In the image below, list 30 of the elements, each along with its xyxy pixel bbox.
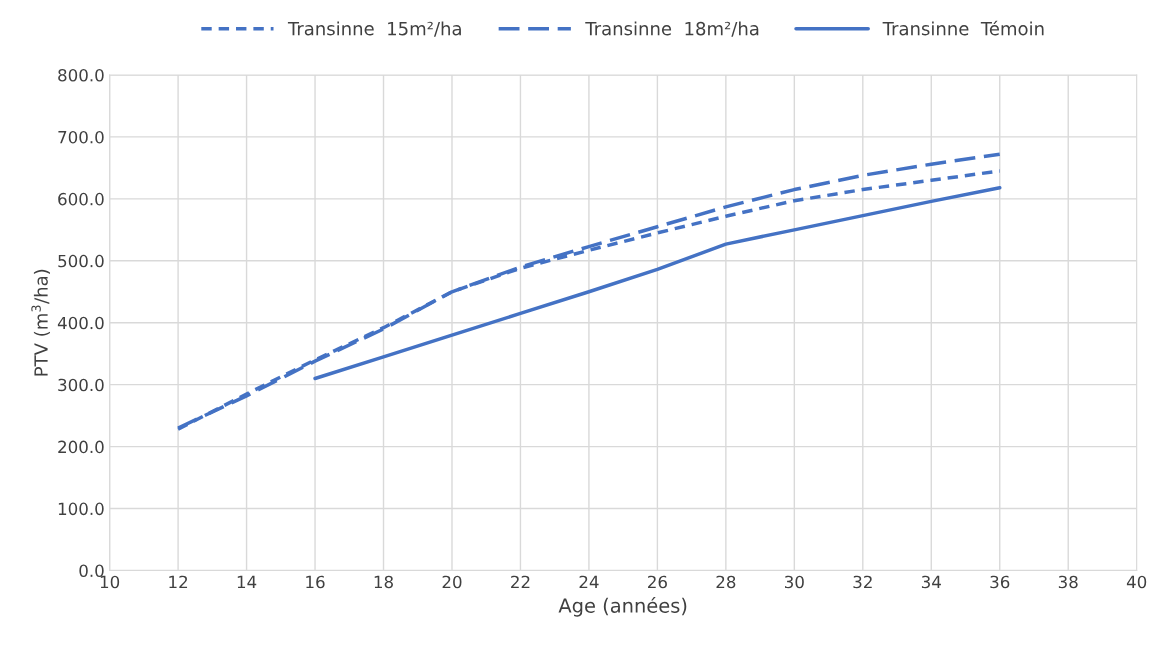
x-tick-label: 28 [716,575,736,589]
x-tick-label: 18 [374,575,393,589]
x-tick-label: 10 [100,575,120,589]
x-tick-label: 20 [442,575,462,589]
y-tick-label: 800.0 [58,68,104,82]
y-tick-label: 700.0 [58,130,104,144]
y-tick-label: 0.0 [79,564,104,578]
x-tick-label: 26 [648,575,667,589]
y-axis-title: PTV (m$^{3}$/ha) [31,269,50,376]
x-tick-label: 34 [921,575,941,589]
x-tick-label: 32 [853,575,872,589]
legend-label: Transinne 18m²/ha [585,21,759,37]
legend-label: Transinne 15m²/ha [287,21,461,37]
x-tick-label: 22 [511,575,530,589]
x-tick-label: 40 [1126,575,1147,589]
x-tick-label: 30 [785,575,804,589]
x-axis-title: Age (années) [558,597,687,617]
y-tick-label: 200.0 [58,440,104,454]
y-tick-label: 500.0 [58,254,104,268]
y-tick-label: 300.0 [58,378,104,392]
legend-label: Transinne Témoin [882,20,1044,36]
y-tick-label: 100.0 [58,502,104,516]
x-tick-label: 36 [990,575,1010,589]
y-tick-label: 400.0 [57,316,104,330]
x-tick-label: 14 [237,575,257,589]
x-tick-label: 12 [169,575,188,589]
x-tick-label: 24 [579,575,599,589]
x-tick-label: 38 [1058,575,1078,589]
y-tick-label: 600.0 [58,192,104,206]
x-tick-label: 16 [306,575,325,589]
